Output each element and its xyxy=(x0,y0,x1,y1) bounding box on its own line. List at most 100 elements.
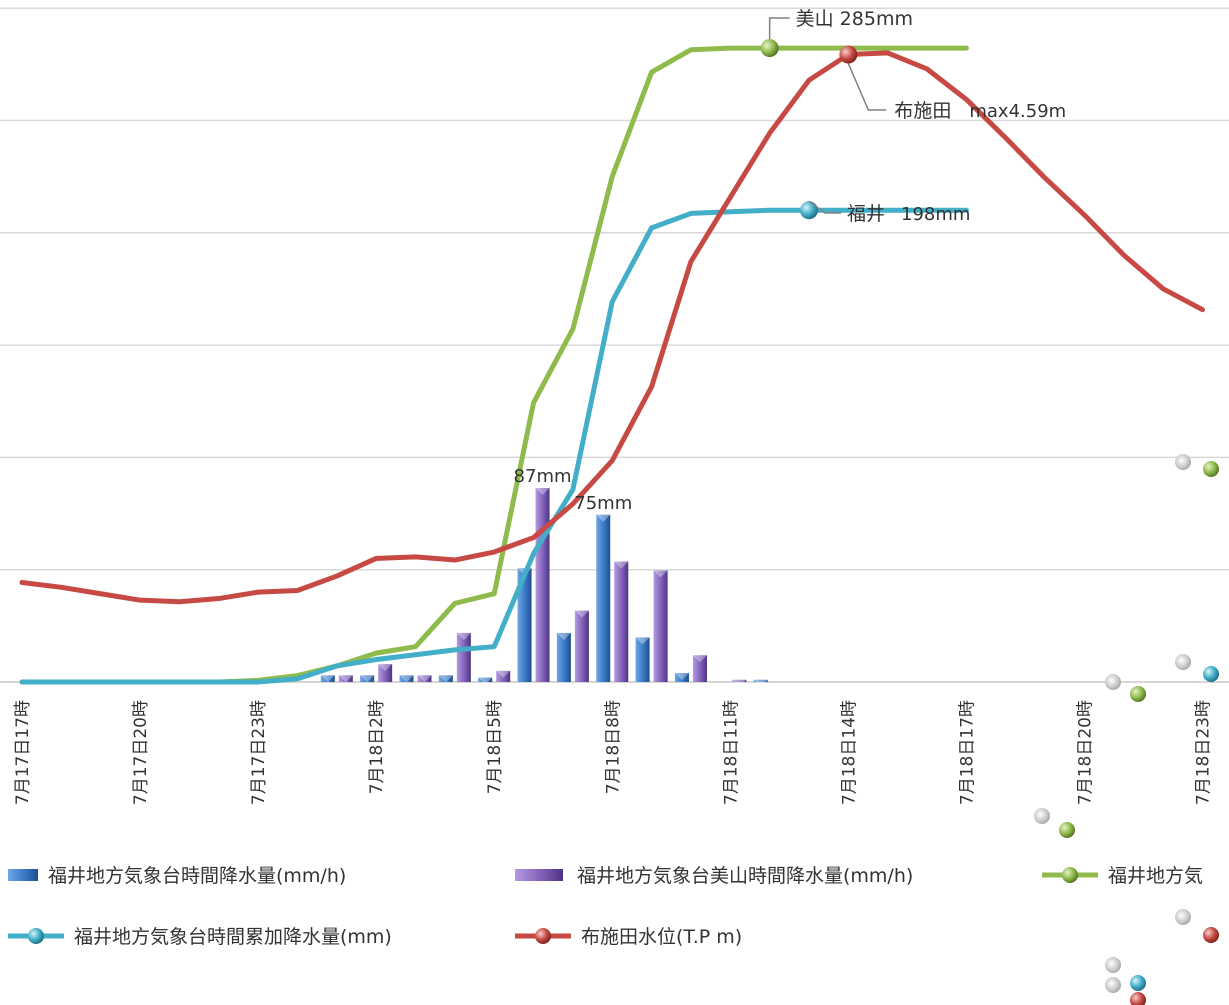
annotation-leader xyxy=(808,200,841,214)
bar-miyama-hourly xyxy=(338,675,353,682)
bar-fukui-hourly xyxy=(517,568,532,682)
bar-cap xyxy=(574,610,589,618)
stray-marker xyxy=(1175,454,1191,470)
bar-fukui-hourly xyxy=(399,675,414,682)
annotation-name: 福井 xyxy=(847,203,885,225)
bar-cap xyxy=(320,675,335,683)
legend-label: 福井地方気 xyxy=(1108,865,1203,887)
bar-cap xyxy=(753,679,768,687)
annotation-marker xyxy=(839,45,858,64)
legend-swatch xyxy=(515,869,563,881)
stray-marker xyxy=(1034,808,1050,824)
annotation-value: 198mm xyxy=(901,204,970,225)
annotation-label: 布施田 max4.59m xyxy=(894,100,1066,122)
bar-miyama-hourly xyxy=(417,675,432,682)
x-tick-label: 7月18日23時 xyxy=(1194,700,1214,805)
annotation-marker xyxy=(800,201,818,220)
bar-miyama-hourly xyxy=(456,632,471,682)
bar-cap xyxy=(456,632,471,640)
annotation-label: 美山 285mm xyxy=(796,8,913,30)
stray-marker xyxy=(1203,927,1219,943)
line-miyama-cumulative xyxy=(19,45,969,685)
stray-marker xyxy=(1175,909,1191,925)
bar-cap xyxy=(338,675,353,683)
legend-marker xyxy=(1062,867,1078,883)
bar-cap xyxy=(596,514,611,522)
stray-marker xyxy=(1105,957,1121,973)
bar-fukui-hourly xyxy=(556,632,571,682)
x-tick-label: 7月18日2時 xyxy=(367,700,387,794)
bar-miyama-hourly xyxy=(378,664,393,682)
x-tick-label: 7月18日11時 xyxy=(721,700,741,805)
line-fukui-cumulative xyxy=(19,207,969,685)
bar-fukui-hourly xyxy=(360,675,375,682)
bar-cap xyxy=(378,664,393,672)
bar-miyama-hourly xyxy=(692,655,707,682)
bar-cap xyxy=(496,670,511,678)
x-axis-tick-labels: 7月17日17時 7月17日20時 7月17日23時 7月18日2時 7月18日5時 7月… xyxy=(13,700,1214,805)
bar-cap xyxy=(438,675,453,683)
legend-label: 布施田水位(T.P m) xyxy=(581,926,742,948)
stray-marker xyxy=(1130,992,1146,1005)
annotation-marker xyxy=(760,39,779,58)
legend-label: 福井地方気象台時間累加降水量(mm) xyxy=(74,926,392,948)
x-tick-label: 7月17日23時 xyxy=(249,700,269,805)
bar-data-label: 75mm xyxy=(574,493,632,514)
bar-cap xyxy=(732,679,747,687)
x-tick-label: 7月18日8時 xyxy=(603,700,623,794)
bar-cap xyxy=(692,655,707,663)
bar-cap xyxy=(635,637,650,645)
bar-data-label: 87mm xyxy=(514,466,572,487)
bar-fukui-hourly xyxy=(635,637,650,682)
bar-cap xyxy=(360,675,375,683)
bar-miyama-hourly xyxy=(732,679,747,682)
stray-marker xyxy=(1105,977,1121,993)
bar-cap xyxy=(653,570,668,578)
stray-marker xyxy=(1105,674,1121,690)
x-tick-label: 7月18日5時 xyxy=(485,700,505,794)
bar-cap xyxy=(556,632,571,640)
stray-marker xyxy=(1130,686,1146,702)
bar-cap xyxy=(417,675,432,683)
bar-fukui-hourly xyxy=(753,679,768,682)
bar-miyama-hourly xyxy=(574,610,589,682)
bar-miyama-hourly xyxy=(653,570,668,682)
annotation-value: max4.59m xyxy=(969,101,1066,122)
x-tick-label: 7月17日20時 xyxy=(131,700,151,805)
annotation-label: 福井 198mm xyxy=(847,203,970,225)
bar-fukui-hourly xyxy=(320,675,335,682)
stray-marker xyxy=(1130,975,1146,991)
bar-cap xyxy=(614,561,629,569)
stray-marker xyxy=(1203,461,1219,477)
bar-miyama-hourly xyxy=(535,488,550,682)
legend-marker xyxy=(28,928,44,944)
annotation-name: 美山 285mm xyxy=(796,8,913,30)
legend: 福井地方気象台時間降水量(mm/h) 福井地方気象台美山時間降水量(mm/h) 福井… xyxy=(8,865,1203,948)
legend-label: 福井地方気象台美山時間降水量(mm/h) xyxy=(577,865,913,887)
bar-fukui-hourly xyxy=(438,675,453,682)
legend-overflow-markers xyxy=(1034,454,1219,1005)
bar-cap xyxy=(535,488,550,495)
annotation-name: 布施田 xyxy=(894,100,951,122)
x-tick-label: 7月18日17時 xyxy=(957,700,977,805)
stray-marker xyxy=(1175,654,1191,670)
bar-fukui-hourly xyxy=(674,673,689,682)
stray-marker xyxy=(1059,822,1075,838)
annotation-leader xyxy=(768,17,790,40)
bar-cap xyxy=(478,677,493,685)
bar-series xyxy=(320,488,768,687)
annotation-leader xyxy=(847,63,887,111)
x-tick-label: 7月18日14時 xyxy=(839,700,859,805)
line-fuseda-water-level xyxy=(19,50,1205,605)
legend-swatch xyxy=(8,869,38,881)
legend-marker xyxy=(535,928,551,944)
stray-marker xyxy=(1203,666,1219,682)
x-tick-label: 7月17日17時 xyxy=(13,700,33,805)
legend-label: 福井地方気象台時間降水量(mm/h) xyxy=(48,865,346,887)
bar-fukui-hourly xyxy=(596,514,611,682)
bar-miyama-hourly xyxy=(496,670,511,682)
bar-miyama-hourly xyxy=(614,561,629,682)
bar-fukui-hourly xyxy=(478,677,493,682)
